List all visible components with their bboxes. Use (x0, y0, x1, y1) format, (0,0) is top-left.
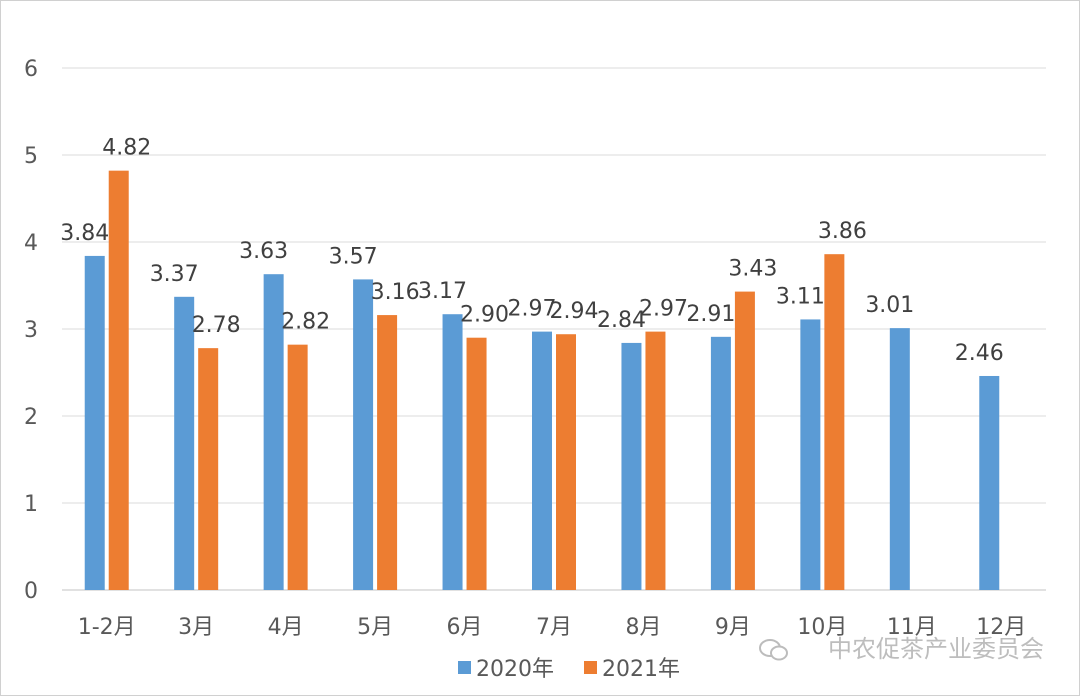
data-label: 2.97 (639, 297, 688, 322)
data-label: 2.82 (281, 310, 330, 335)
bar-series1 (174, 296, 195, 590)
data-label: 3.86 (818, 219, 867, 244)
x-tick-label: 4月 (268, 615, 304, 640)
x-tick-label: 11月 (887, 615, 937, 640)
legend-label: 2020年 (476, 657, 554, 682)
bar-series2 (198, 348, 219, 590)
bar-series2 (734, 291, 755, 590)
bar-series1 (532, 331, 552, 590)
data-label: 3.63 (239, 239, 288, 264)
data-label: 3.17 (418, 279, 467, 304)
data-label: 3.11 (776, 284, 825, 309)
y-tick-label: 1 (24, 492, 38, 517)
x-tick-label: 10月 (797, 615, 847, 640)
data-label: 2.94 (550, 299, 599, 324)
data-label: 3.84 (60, 221, 109, 246)
data-label: 2.90 (460, 303, 509, 328)
data-label: 2.97 (508, 297, 557, 322)
x-tick-label: 1-2月 (78, 615, 136, 640)
bar-series2 (466, 337, 487, 590)
x-tick-label: 5月 (357, 615, 393, 640)
legend-label: 2021年 (602, 657, 680, 682)
data-label: 3.43 (728, 257, 777, 282)
bar-series1 (979, 375, 1000, 590)
x-tick-label: 7月 (536, 615, 572, 640)
legend-swatch (458, 661, 471, 674)
x-tick-label: 3月 (178, 615, 214, 640)
wechat-icon (759, 639, 788, 661)
bar-series2 (287, 344, 308, 590)
bar-series1 (84, 255, 105, 591)
data-label: 2.84 (597, 308, 646, 333)
watermark-text: 中农促茶产业委员会 (828, 635, 1044, 663)
y-tick-label: 5 (24, 144, 38, 169)
x-tick-label: 12月 (976, 615, 1026, 640)
watermark: 中农促茶产业委员会 (759, 635, 1044, 663)
bar-series1 (800, 319, 821, 590)
y-tick-label: 3 (24, 318, 38, 343)
legend-swatch (584, 661, 597, 674)
y-tick-label: 6 (24, 57, 38, 82)
data-label: 3.16 (371, 280, 420, 305)
bar-series1 (710, 336, 731, 590)
bar-series1 (621, 342, 642, 590)
data-label: 2.91 (686, 302, 735, 327)
bar-series1 (263, 274, 284, 590)
bar-series1 (353, 279, 374, 590)
bar-series2 (824, 254, 845, 590)
legend: 2020年 2021年 (458, 657, 680, 682)
bar-series2 (108, 170, 129, 590)
data-label: 3.01 (865, 293, 914, 318)
bar-series2 (645, 331, 666, 590)
data-label: 4.82 (102, 136, 151, 161)
x-tick-label: 6月 (447, 615, 483, 640)
x-tick-label: 8月 (625, 615, 661, 640)
bar-series1 (442, 314, 463, 590)
x-tick-label: 9月 (715, 615, 751, 640)
data-label: 3.37 (150, 262, 199, 287)
data-label: 2.46 (955, 341, 1004, 366)
data-label: 3.57 (329, 244, 378, 269)
y-tick-label: 0 (24, 579, 38, 604)
bar-series2 (556, 334, 576, 590)
data-label: 2.78 (192, 313, 241, 338)
bar-series2 (377, 315, 398, 590)
y-tick-label: 2 (24, 405, 38, 430)
bar-series1 (889, 328, 910, 590)
y-tick-label: 4 (24, 231, 38, 256)
